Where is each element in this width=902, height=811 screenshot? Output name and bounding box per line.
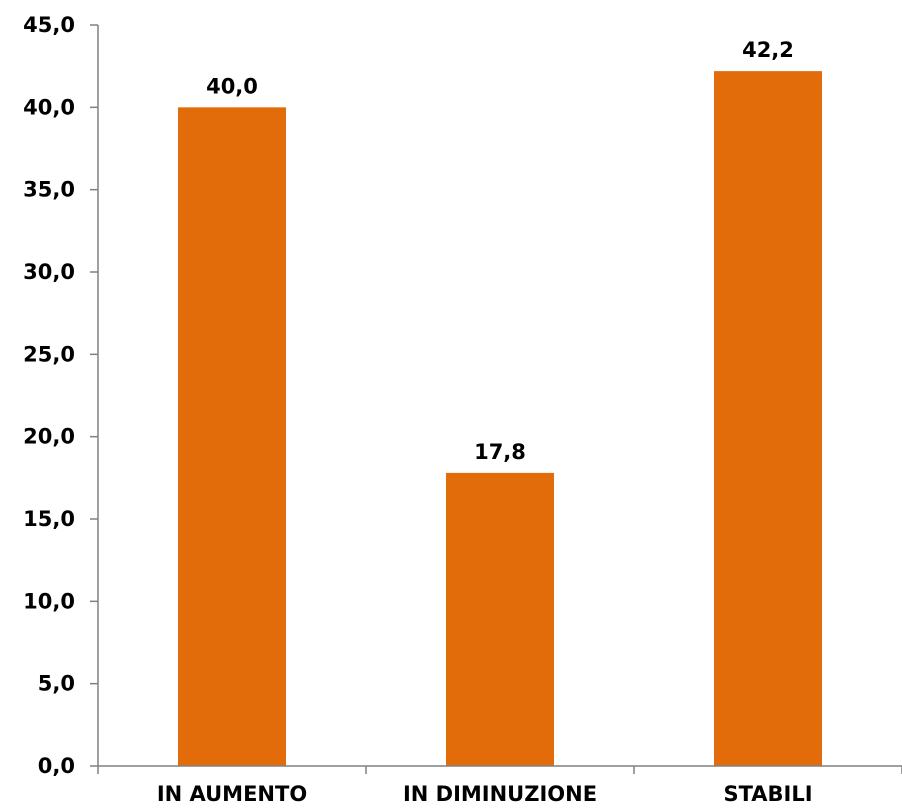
- data-label-0: 40,0: [206, 74, 258, 98]
- y-axis-tick-labels: 0,0 5,0 10,0 15,0 20,0 25,0 30,0 35,0 40,0 45,0: [23, 13, 75, 778]
- y-tick-label: 25,0: [23, 342, 75, 366]
- y-tick-label: 20,0: [23, 425, 75, 449]
- y-tick-label: 35,0: [23, 178, 75, 202]
- y-tick-label: 30,0: [23, 260, 75, 284]
- x-axis-category-labels: IN AUMENTO IN DIMINUZIONE STABILI: [157, 782, 813, 806]
- y-tick-label: 0,0: [38, 754, 75, 778]
- bars: [178, 71, 822, 767]
- category-label-1: IN DIMINUZIONE: [403, 782, 597, 806]
- data-label-1: 17,8: [474, 440, 526, 464]
- category-label-0: IN AUMENTO: [157, 782, 307, 806]
- bar-1: [446, 472, 554, 766]
- bar-0: [178, 107, 286, 767]
- y-tick-label: 5,0: [38, 672, 75, 696]
- category-label-2: STABILI: [723, 782, 812, 806]
- data-labels: 40,0 17,8 42,2: [206, 38, 794, 464]
- y-tick-label: 45,0: [23, 13, 75, 37]
- y-axis-ticks: [90, 24, 98, 767]
- y-tick-label: 40,0: [23, 95, 75, 119]
- x-axis-ticks: [97, 766, 902, 774]
- y-tick-label: 10,0: [23, 589, 75, 613]
- y-tick-label: 15,0: [23, 507, 75, 531]
- data-label-2: 42,2: [742, 38, 794, 62]
- bar-2: [714, 71, 822, 766]
